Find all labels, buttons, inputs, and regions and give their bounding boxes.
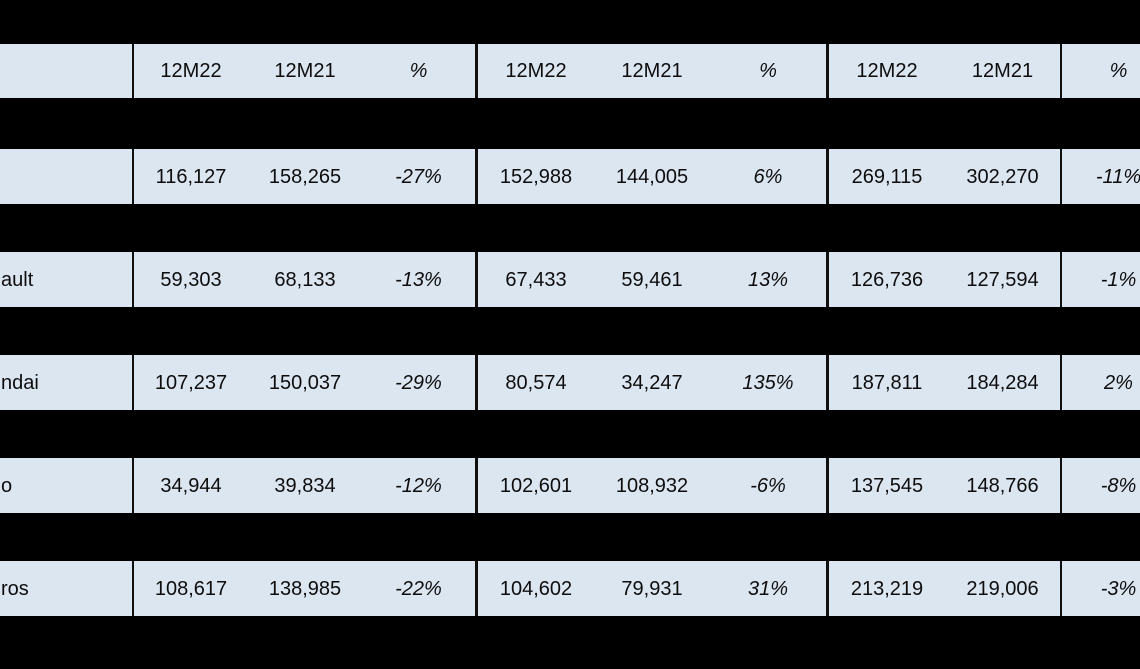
table-row: ault 59,303 68,133 -13% 67,433 59,461 13… (0, 252, 1140, 307)
row-label: ros (0, 561, 134, 616)
percent-cell: -1% (1060, 252, 1140, 307)
row-label (0, 149, 134, 204)
value-cell: 107,237 (154, 371, 228, 394)
percent-cell: -8% (1060, 458, 1140, 513)
column-header-pct-g3: % (1060, 44, 1140, 98)
value-cell: 116,127 (155, 165, 227, 188)
row-label: ndai (0, 355, 134, 410)
value-cell: 59,461 (621, 268, 683, 291)
value-cell: 102,601 (475, 458, 594, 513)
value-cell: 34,944 (160, 474, 222, 497)
value-cell: 150,037 (268, 371, 342, 394)
value-cell: 68,133 (274, 268, 336, 291)
table-row: ros 108,617 138,985 -22% 104,602 79,931 … (0, 561, 1140, 616)
value-cell: 138,985 (268, 577, 342, 600)
value-cell: 148,766 (966, 474, 1039, 497)
row-label: o (0, 458, 134, 513)
table-row: o 34,944 39,834 -12% 102,601 108,932 -6%… (0, 458, 1140, 513)
percent-cell: 13% (747, 268, 789, 291)
column-header-12m21-g3: 12M21 (971, 60, 1034, 82)
value-cell: 39,834 (274, 474, 336, 497)
value-cell: 127,594 (966, 268, 1039, 291)
redacted-band (0, 98, 1140, 149)
column-header-12m21-g1: 12M21 (274, 60, 336, 82)
table-header-row: 12M22 12M21 % 12M22 12M21 % 12M22 12M21 … (0, 44, 1140, 98)
value-cell: 80,574 (475, 355, 594, 410)
value-cell: 126,736 (826, 252, 945, 307)
value-cell: 104,602 (475, 561, 594, 616)
value-cell: 34,247 (621, 371, 683, 394)
column-header-12m22-g1: 12M22 (160, 60, 222, 82)
column-header-12m22-g2: 12M22 (475, 44, 594, 98)
redacted-band (0, 307, 1140, 355)
value-cell: 144,005 (615, 165, 689, 188)
value-cell: 213,219 (826, 561, 945, 616)
redacted-band (0, 410, 1140, 458)
percent-cell: -29% (395, 371, 442, 394)
value-cell: 79,931 (621, 577, 683, 600)
percent-cell: -13% (395, 268, 442, 291)
value-cell: 219,006 (966, 577, 1039, 600)
percent-cell: -22% (395, 577, 442, 600)
value-cell: 108,932 (615, 474, 689, 497)
value-cell: 302,270 (966, 165, 1039, 188)
value-cell: 137,545 (826, 458, 945, 513)
percent-cell: 135% (742, 371, 794, 394)
percent-cell: 2% (1060, 355, 1140, 410)
value-cell: 67,433 (475, 252, 594, 307)
value-cell: 187,811 (826, 355, 945, 410)
percent-cell: -6% (750, 474, 786, 497)
value-cell: 152,988 (475, 149, 594, 204)
value-cell: 184,284 (966, 371, 1039, 394)
value-cell: 269,115 (826, 149, 945, 204)
percent-cell: -12% (395, 474, 442, 497)
corner-header-cell (0, 44, 134, 98)
redacted-band (0, 513, 1140, 561)
column-header-12m22-g3: 12M22 (826, 44, 945, 98)
percent-cell: -3% (1060, 561, 1140, 616)
percent-cell: -27% (395, 165, 442, 188)
percent-cell: -11% (1060, 149, 1140, 204)
value-cell: 108,617 (154, 577, 228, 600)
value-cell: 158,265 (268, 165, 342, 188)
redacted-band (0, 0, 1140, 44)
column-header-pct-g2: % (759, 60, 777, 82)
table-row: 116,127 158,265 -27% 152,988 144,005 6% … (0, 149, 1140, 204)
redacted-band (0, 204, 1140, 252)
column-header-12m21-g2: 12M21 (621, 60, 683, 82)
table-row: ndai 107,237 150,037 -29% 80,574 34,247 … (0, 355, 1140, 410)
row-label: ault (0, 252, 134, 307)
value-cell: 59,303 (160, 268, 222, 291)
column-header-pct-g1: % (409, 60, 428, 82)
redacted-band (0, 616, 1140, 669)
percent-cell: 6% (753, 165, 783, 188)
percent-cell: 31% (747, 577, 789, 600)
